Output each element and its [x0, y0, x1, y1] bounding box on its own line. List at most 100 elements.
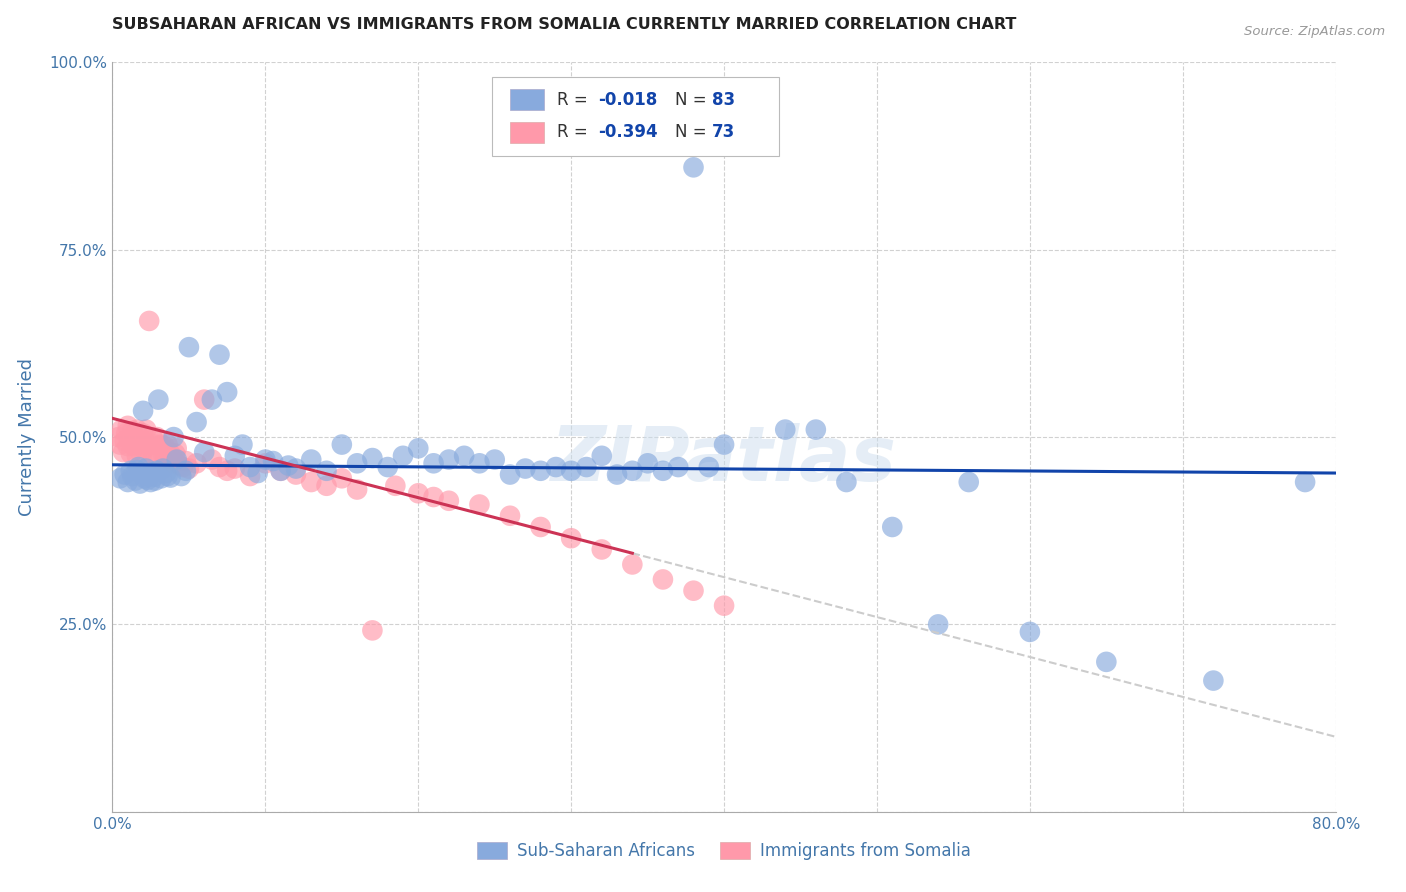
Point: [544, 460, 567, 475]
FancyBboxPatch shape: [510, 121, 544, 143]
Point: [231, 437, 253, 451]
Point: [775, 423, 797, 437]
Point: [957, 475, 980, 489]
Point: [315, 479, 337, 493]
Point: [159, 470, 181, 484]
Point: [142, 470, 165, 484]
Point: [682, 583, 704, 598]
Point: [166, 452, 188, 467]
Point: [453, 449, 475, 463]
Point: [156, 469, 179, 483]
Point: [284, 461, 308, 475]
Point: [208, 460, 231, 475]
Point: [284, 467, 308, 482]
Point: [170, 469, 193, 483]
Point: [652, 573, 675, 587]
Text: R =: R =: [557, 123, 592, 141]
Point: [299, 452, 322, 467]
Point: [422, 490, 444, 504]
Point: [239, 460, 262, 475]
Point: [697, 460, 720, 475]
Point: [127, 460, 149, 475]
Point: [120, 464, 142, 478]
Point: [174, 464, 197, 478]
Text: N =: N =: [675, 123, 711, 141]
Point: [270, 464, 292, 478]
Point: [186, 456, 208, 470]
Point: [117, 475, 139, 489]
Point: [112, 445, 135, 459]
Point: [108, 437, 131, 451]
Point: [125, 423, 148, 437]
Point: [160, 449, 183, 463]
Point: [121, 469, 143, 483]
Point: [150, 471, 173, 485]
Point: [134, 471, 156, 485]
Point: [146, 464, 169, 478]
Point: [1294, 475, 1316, 489]
Point: [135, 423, 157, 437]
Text: 83: 83: [711, 91, 735, 109]
Point: [124, 432, 146, 446]
Point: [621, 558, 644, 572]
Point: [193, 392, 215, 407]
Point: [804, 423, 827, 437]
Point: [515, 461, 537, 475]
Point: [186, 415, 208, 429]
Point: [149, 439, 172, 453]
Point: [217, 464, 239, 478]
FancyBboxPatch shape: [492, 78, 779, 156]
Point: [143, 474, 166, 488]
Y-axis label: Currently Married: Currently Married: [18, 358, 35, 516]
Point: [408, 486, 430, 500]
Point: [246, 466, 269, 480]
Point: [637, 456, 659, 470]
Point: [131, 466, 153, 480]
Point: [330, 471, 353, 485]
Point: [392, 449, 415, 463]
Point: [575, 460, 598, 475]
Point: [146, 430, 169, 444]
Point: [125, 463, 148, 477]
Point: [530, 464, 553, 478]
Point: [315, 464, 337, 478]
Point: [408, 442, 430, 456]
Point: [174, 454, 197, 468]
Point: [143, 437, 166, 451]
Point: [114, 467, 136, 482]
Point: [560, 464, 582, 478]
Point: [125, 449, 148, 463]
Point: [131, 449, 153, 463]
Text: ZIPatlas: ZIPatlas: [551, 423, 897, 497]
Point: [224, 449, 246, 463]
Point: [713, 437, 735, 451]
Point: [422, 456, 444, 470]
Point: [118, 432, 141, 446]
Point: [135, 461, 157, 475]
Point: [155, 466, 177, 480]
Point: [136, 473, 159, 487]
Point: [117, 418, 139, 433]
Point: [361, 624, 384, 638]
Point: [142, 449, 165, 463]
Point: [141, 465, 163, 479]
Point: [138, 314, 160, 328]
Point: [254, 452, 277, 467]
Text: SUBSAHARAN AFRICAN VS IMMIGRANTS FROM SOMALIA CURRENTLY MARRIED CORRELATION CHAR: SUBSAHARAN AFRICAN VS IMMIGRANTS FROM SO…: [112, 18, 1017, 32]
Point: [155, 451, 177, 466]
Point: [560, 531, 582, 545]
Point: [177, 340, 200, 354]
Point: [239, 469, 262, 483]
Point: [124, 474, 146, 488]
Point: [835, 475, 858, 489]
Point: [499, 467, 522, 482]
Point: [157, 445, 180, 459]
Point: [346, 483, 368, 497]
Point: [153, 439, 176, 453]
Point: [132, 426, 155, 441]
Point: [361, 451, 384, 466]
Point: [682, 161, 704, 175]
Text: R =: R =: [557, 91, 592, 109]
Point: [156, 437, 179, 451]
Point: [591, 542, 613, 557]
